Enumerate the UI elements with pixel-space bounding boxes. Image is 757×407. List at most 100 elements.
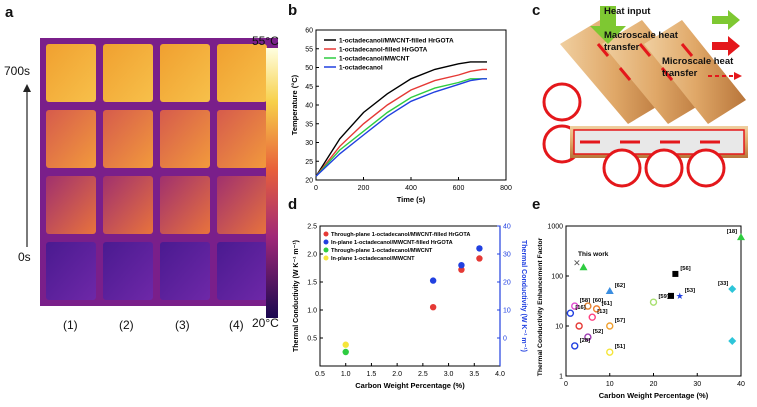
- x-tick-label: 1.5: [367, 371, 377, 378]
- x-tick-label: 400: [405, 185, 417, 192]
- point-label: [56]: [680, 266, 690, 272]
- legend-micro-line1: Microscale heat: [662, 56, 734, 67]
- point-label: [57]: [615, 318, 625, 324]
- y-tick-label: 60: [305, 28, 313, 35]
- y-tick-label: 45: [305, 84, 313, 91]
- panel-label-d: d: [288, 196, 298, 213]
- x-axis-label: Carbon Weight Percentage (%): [599, 391, 709, 400]
- data-point: [728, 337, 737, 346]
- legend-entry: 1-octadecanol-filled HrGOTA: [339, 47, 428, 54]
- time-arrow: [23, 84, 31, 247]
- point-label: [28]: [580, 338, 590, 344]
- x-tick-label: 40: [737, 381, 745, 388]
- y-right-tick-label: 30: [503, 252, 511, 259]
- time-label-top: 700s: [4, 64, 31, 78]
- panel-label-b: b: [288, 2, 298, 19]
- y-axis-label: Temperature (°C): [290, 74, 299, 135]
- data-point: [458, 266, 465, 273]
- structure-diagram: [542, 6, 748, 188]
- data-point: [737, 233, 745, 241]
- y-tick-label: 1000: [547, 224, 563, 231]
- y-tick-label: 2.0: [307, 252, 317, 259]
- heat-input-legend-arrow: [712, 10, 740, 30]
- legend-entry: In-plane 1-octadecanol/MWCNT-filled HrGO…: [331, 240, 453, 246]
- legend-macro-line1: Macroscale heat: [604, 30, 678, 41]
- sample-label-2: (2): [119, 318, 134, 332]
- point-label: [16]: [575, 305, 585, 311]
- data-point: [429, 277, 437, 284]
- y-tick-label: 1.0: [307, 308, 317, 315]
- series-line: [315, 61, 487, 177]
- thermal-cell: [103, 242, 153, 300]
- thermal-cell: [103, 110, 153, 168]
- data-point: [584, 333, 592, 341]
- legend-swatch: [323, 231, 329, 237]
- x-tick-label: 10: [606, 381, 614, 388]
- point-label: [51]: [615, 344, 625, 350]
- legend-entry: 1-octadecanol: [339, 65, 383, 72]
- thermal-cell: [160, 176, 210, 234]
- x-tick-label: 30: [693, 381, 701, 388]
- x-tick-label: 4.0: [495, 371, 505, 378]
- y-axis-label: Thermal Conductivity (W K⁻¹ m⁻¹): [293, 240, 300, 352]
- x-tick-label: 3.0: [444, 371, 454, 378]
- heat-input-arrow: [590, 6, 626, 44]
- y-tick-label: 40: [305, 103, 313, 110]
- data-point: [672, 270, 679, 277]
- data-point: [429, 304, 437, 311]
- x-tick-label: 20: [650, 381, 658, 388]
- thermal-cell: [46, 176, 96, 234]
- temperature-chart: 0 200 400 600 800 20 25 30 35 40 45 50 55 60 Time (s) T…: [290, 28, 512, 205]
- thermal-cell: [160, 110, 210, 168]
- legend-heat-input: Heat input: [604, 6, 651, 17]
- y-right-axis-label: Thermal Conductivity (W K⁻¹ m⁻¹): [520, 240, 527, 352]
- thermal-cell: [160, 44, 210, 102]
- data-point: [571, 342, 579, 350]
- point-label: [61]: [602, 301, 612, 307]
- series-line: [315, 78, 487, 177]
- legend-swatch: [323, 255, 329, 261]
- time-label-bottom: 0s: [18, 250, 31, 264]
- y-tick-label: 2.5: [307, 224, 317, 231]
- y-tick-label: 0.5: [307, 336, 317, 343]
- legend-entry: In-plane 1-octadecanol/MWCNT: [331, 256, 415, 262]
- y-right-tick-label: 10: [503, 308, 511, 315]
- data-point: [592, 305, 601, 313]
- thermal-cell: [46, 44, 96, 102]
- data-point: [606, 348, 614, 356]
- y-tick-label: 30: [305, 140, 313, 147]
- data-point: [476, 255, 483, 262]
- this-work-label: This work: [578, 251, 609, 258]
- data-point: [575, 322, 583, 330]
- x-axis-label: Time (s): [397, 195, 426, 204]
- legend-entry: 1-octadecanol/MWCNT-filled HrGOTA: [339, 38, 454, 45]
- top-tube-layer: [560, 20, 746, 124]
- data-point: [728, 284, 737, 293]
- legend-swatch: [323, 247, 329, 253]
- y-axis-label: Thermal Conductivity Enhancement Factor: [537, 237, 544, 376]
- y-tick-label: 50: [305, 65, 313, 72]
- x-tick-label: 200: [358, 185, 370, 192]
- y-right-tick-label: 20: [503, 280, 511, 287]
- legend-swatch: [323, 239, 329, 245]
- temp-max-label: 55°C: [252, 34, 279, 48]
- y-tick-label: 35: [305, 121, 313, 128]
- thermal-cell: [217, 242, 267, 300]
- x-tick-label: 0: [564, 381, 568, 388]
- sample-label-1: (1): [63, 318, 78, 332]
- data-point: [588, 313, 596, 321]
- x-tick-label: 2.5: [418, 371, 428, 378]
- data-point: ✕: [573, 258, 581, 268]
- data-point: [606, 322, 614, 330]
- thermal-cell: [160, 242, 210, 300]
- y-tick-label: 1.5: [307, 280, 317, 287]
- series-line: [315, 68, 487, 177]
- data-point: [668, 292, 674, 299]
- x-tick-label: 0.5: [315, 371, 325, 378]
- infrared-image: [40, 38, 278, 306]
- data-point: [584, 302, 592, 310]
- legend-entry: Through-plane 1-octadecanol/MWCNT-filled…: [331, 232, 470, 238]
- data-point: [566, 309, 575, 317]
- y-right-tick-label: 40: [503, 224, 511, 231]
- data-point: [605, 287, 614, 295]
